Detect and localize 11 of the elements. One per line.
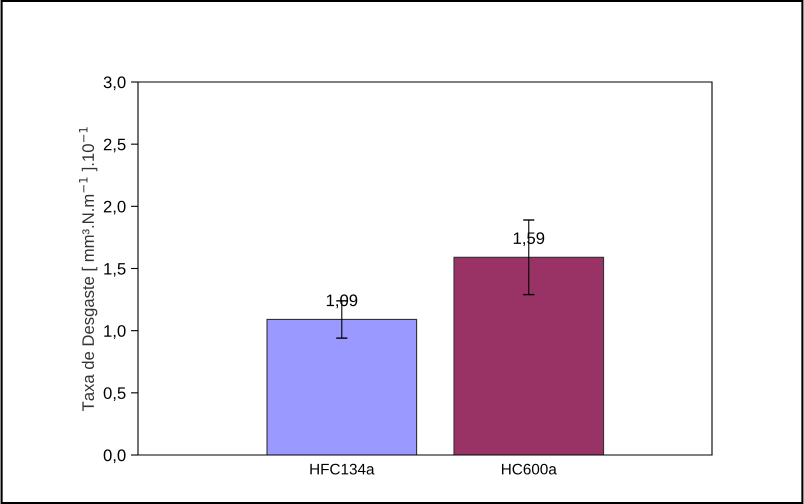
y-tick-label: 2,0 (104, 200, 126, 215)
y-tick-label: 1,0 (104, 325, 126, 339)
x-tick-label: HC600a (502, 464, 557, 475)
y-axis-title: Taxa de Desgaste [ mm³.N.m$^{−1}$ ].10$^{−1}$ (78, 127, 98, 412)
y-tick-label: 0,5 (104, 387, 126, 402)
x-tick-label: HFC134a (310, 464, 374, 475)
y-tick-label: 2,5 (104, 138, 126, 152)
y-tick-label: 1,5 (104, 263, 126, 277)
data-label: 1,09 (326, 294, 358, 308)
y-tick-label: 0,0 (104, 449, 126, 464)
y-tick-label: 3,0 (104, 76, 126, 90)
